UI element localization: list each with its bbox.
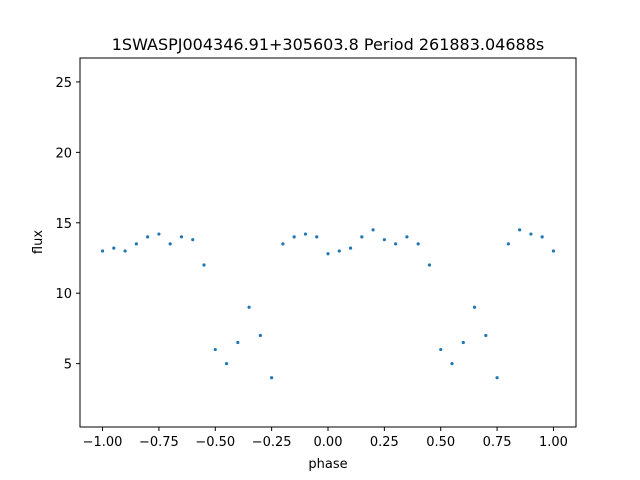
data-point [236,340,240,345]
data-point [213,347,217,352]
x-tick-label: 0.75 [483,435,512,450]
data-point [146,235,150,239]
y-axis: 5 10 15 20 25 [55,76,80,373]
data-point [112,246,116,250]
data-point [518,228,522,232]
data-point [484,333,488,338]
y-tick-label: 25 [55,76,72,91]
data-point [292,235,296,239]
y-tick-label: 10 [55,287,72,302]
data-point [394,242,398,246]
data-point [371,228,375,232]
data-point [450,362,454,366]
x-tick-label: −0.50 [195,435,235,450]
y-tick-label: 15 [55,217,72,232]
chart-title: 1SWASPJ004346.91+305603.8 Period 261883.… [112,35,544,54]
data-point [224,362,229,366]
data-point [439,347,443,352]
data-point [472,305,477,309]
data-point [405,235,409,239]
data-point [506,242,510,246]
data-point [337,249,341,253]
data-point [315,235,319,239]
x-tick-label: −1.00 [83,435,123,450]
data-point [281,242,285,246]
data-point [179,235,184,239]
data-points [100,228,556,380]
data-point [123,249,127,253]
data-point [529,232,533,236]
data-point [348,246,353,250]
data-point [202,263,206,267]
data-point [382,238,386,242]
plot-frame [79,57,577,428]
data-point [416,242,420,246]
x-axis-label: phase [308,457,347,472]
data-point [157,232,161,236]
x-tick-label: −0.75 [139,435,179,450]
data-point [100,249,105,253]
x-tick-label: 0.00 [314,435,343,450]
data-point [258,333,262,338]
x-tick-label: 0.50 [426,435,455,450]
data-point [134,242,138,246]
data-point [495,376,499,380]
data-point [461,340,465,345]
data-point [360,235,364,239]
y-axis-label: flux [31,230,46,254]
data-point [303,232,308,236]
x-tick-label: 0.25 [370,435,399,450]
data-point [270,376,274,380]
x-axis: −1.00 −0.75 −0.50 −0.25 0.00 0.25 0.50 0.75 1.00 [83,427,568,450]
data-point [191,238,195,242]
y-tick-label: 5 [64,358,72,373]
x-tick-label: 1.00 [539,435,568,450]
data-point [540,235,544,239]
data-point [247,305,251,309]
data-point [427,263,432,267]
data-point [551,249,556,253]
data-point [168,242,172,246]
y-tick-label: 20 [55,146,72,161]
x-tick-label: −0.25 [252,435,292,450]
data-point [326,252,330,256]
